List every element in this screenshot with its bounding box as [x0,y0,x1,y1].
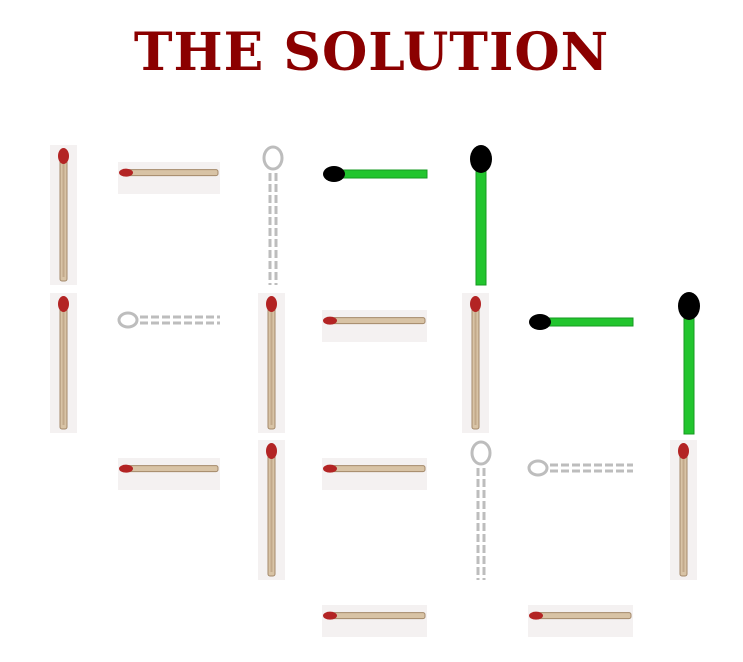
matchstick-icon [322,458,427,490]
dashed-matchstick-icon [470,440,492,580]
matchstick-icon [50,293,77,433]
matchstick-horizontal [528,605,633,637]
matchstick-horizontal [118,162,220,194]
green-matchstick-icon [678,292,700,435]
removed-matchstick-outline-horizontal [117,305,220,335]
moved-matchstick-vertical [468,145,494,286]
matchstick-icon [258,293,285,433]
matchstick-icon [118,458,220,490]
moved-matchstick-horizontal [322,160,428,188]
dashed-matchstick-icon [527,459,633,477]
green-matchstick-icon [529,314,634,330]
removed-matchstick-outline-horizontal [527,453,633,483]
matchstick-vertical [462,293,489,433]
matchstick-icon [322,310,427,342]
moved-matchstick-horizontal [528,308,634,336]
matchstick-icon [528,605,633,637]
matchstick-vertical [258,293,285,433]
matchstick-vertical [258,440,285,580]
matchstick-icon [258,440,285,580]
matchstick-icon [50,145,77,285]
matchstick-horizontal [322,605,427,637]
matchstick-horizontal [118,458,220,490]
dashed-matchstick-icon [262,145,284,285]
matchstick-icon [118,162,220,194]
matchstick-icon [462,293,489,433]
matchstick-horizontal [322,458,427,490]
matchstick-icon [670,440,697,580]
removed-matchstick-outline-vertical [258,145,288,285]
moved-matchstick-vertical [676,292,702,435]
matchstick-icon [322,605,427,637]
matchstick-vertical [670,440,697,580]
matchstick-horizontal [322,310,427,342]
page-title: THE SOLUTION [133,22,610,83]
green-matchstick-icon [470,145,492,286]
matchstick-vertical [50,145,77,285]
matchstick-vertical [50,293,77,433]
green-matchstick-icon [323,166,428,182]
removed-matchstick-outline-vertical [466,440,496,580]
dashed-matchstick-icon [117,311,220,329]
